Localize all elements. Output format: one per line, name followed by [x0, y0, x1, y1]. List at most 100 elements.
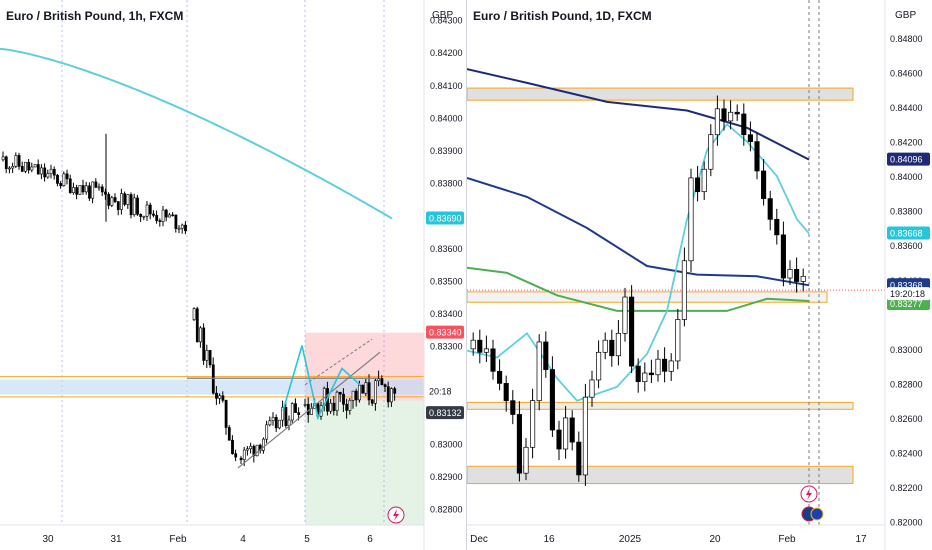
candle-body: [224, 400, 228, 428]
candle-body: [202, 327, 206, 361]
candle-body: [129, 194, 133, 216]
position-stop-zone: [305, 400, 424, 525]
candle-body: [155, 215, 159, 221]
candle-body: [8, 167, 11, 170]
candle-body: [516, 414, 522, 474]
time-tick-label: 20: [709, 534, 721, 545]
right-chart-title: Euro / British Pound, 1D, FXCM: [473, 9, 652, 23]
price-axis-bg: [424, 0, 466, 550]
candle-body: [33, 164, 37, 168]
candle-body: [734, 111, 740, 115]
trendline-dashed: [304, 338, 373, 386]
candle-body: [589, 379, 595, 398]
price-tick-label: 0.84000: [890, 172, 923, 182]
candle-body: [145, 204, 149, 217]
resistance-zone: [467, 87, 854, 101]
currency-label: GBP: [432, 10, 453, 21]
candle-body: [351, 390, 355, 401]
candle-body: [662, 358, 668, 372]
price-tag: [887, 297, 930, 311]
candle-body: [503, 383, 509, 402]
candle-body: [332, 402, 336, 412]
time-tick-label: 4: [240, 534, 246, 545]
price-tag-label: 0.83132: [429, 408, 462, 418]
candle-body: [113, 197, 117, 202]
time-tick-label: 30: [42, 534, 54, 545]
candle-body: [361, 384, 365, 394]
candle-body: [242, 449, 246, 460]
candle-body: [556, 429, 562, 450]
price-tag-label: 19:20:18: [890, 289, 925, 299]
price-tag-label: 0.83368: [890, 280, 923, 290]
candle-body: [52, 168, 56, 176]
candle-body: [239, 457, 243, 460]
candle-body: [374, 380, 377, 404]
right-chart-pane[interactable]: GBP 0.84800 0.84600 0.84400 0.84200 0.84000 0.…: [467, 0, 932, 550]
price-tick-label: 0.82800: [890, 379, 923, 389]
lightning-glyph: [393, 509, 399, 521]
candle-body: [602, 339, 608, 353]
candle-body: [148, 204, 152, 215]
candle-body: [370, 399, 374, 404]
price-tick-label: 0.82400: [890, 448, 923, 458]
price-tick-label: 0.83800: [890, 207, 923, 217]
price-tag: [887, 152, 930, 166]
candle-body: [123, 193, 127, 205]
candle-body: [523, 446, 529, 474]
candle-body: [199, 327, 202, 343]
candle-body: [510, 400, 516, 415]
price-tick-label: 0.82200: [890, 483, 923, 493]
candle-body: [205, 349, 209, 361]
candle-body: [84, 185, 88, 193]
candle-body: [754, 141, 760, 172]
candle-body: [184, 224, 187, 232]
candle-body: [231, 439, 234, 455]
candle-body: [268, 420, 272, 426]
price-tick-label: 0.84300: [430, 16, 463, 26]
candle-body: [390, 388, 393, 403]
candle-body: [377, 378, 381, 382]
price-tick-label: 0.84600: [890, 69, 923, 79]
candle-body: [94, 181, 98, 188]
candle-body: [36, 164, 40, 175]
right-chart-svg[interactable]: GBP 0.84800 0.84600 0.84400 0.84200 0.84000 0.…: [467, 0, 932, 550]
candle-body: [174, 214, 178, 229]
candle-body: [215, 392, 218, 399]
candle-body: [17, 155, 21, 167]
candle-body: [383, 384, 387, 388]
candle-body: [120, 193, 123, 210]
candle-body: [75, 187, 79, 195]
candle-body: [701, 168, 707, 193]
support-zone-mid: [467, 401, 854, 410]
candle-body: [787, 269, 793, 279]
price-tick-label: 0.82000: [890, 518, 923, 528]
candle-body: [635, 365, 641, 383]
candle-body: [549, 369, 555, 431]
price-tick-label: 0.83800: [430, 179, 463, 189]
candle-body: [91, 181, 95, 199]
candle-body: [345, 403, 349, 411]
pane-divider[interactable]: [466, 0, 467, 550]
price-tick-label: 0.83300: [430, 342, 463, 352]
candle-body: [43, 167, 47, 178]
trendline-support: [237, 351, 381, 469]
price-tag-label: 20:18: [429, 386, 452, 396]
price-tag-label: 0.83277: [890, 299, 923, 309]
candle-body: [24, 161, 27, 172]
time-tick-label: Dec: [470, 534, 488, 545]
candle-body: [132, 197, 136, 216]
candle-body: [582, 396, 588, 476]
candle-body: [46, 173, 50, 178]
candle-body: [27, 161, 31, 171]
candle-body: [278, 419, 281, 429]
left-chart-pane[interactable]: GBP 0.84300 0.84200 0.84100 0.84000 0.83900 0.…: [0, 0, 466, 550]
candle-body: [211, 364, 215, 394]
candle-body: [1, 156, 5, 161]
candle-body: [164, 209, 168, 218]
candle-body: [310, 408, 313, 415]
ma-50-line: [467, 266, 810, 312]
candle-body: [249, 445, 253, 450]
candle-body: [483, 348, 489, 353]
candle-body: [171, 214, 175, 217]
